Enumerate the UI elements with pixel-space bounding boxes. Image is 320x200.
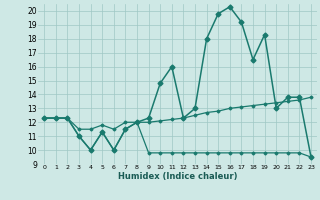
X-axis label: Humidex (Indice chaleur): Humidex (Indice chaleur) [118,172,237,181]
